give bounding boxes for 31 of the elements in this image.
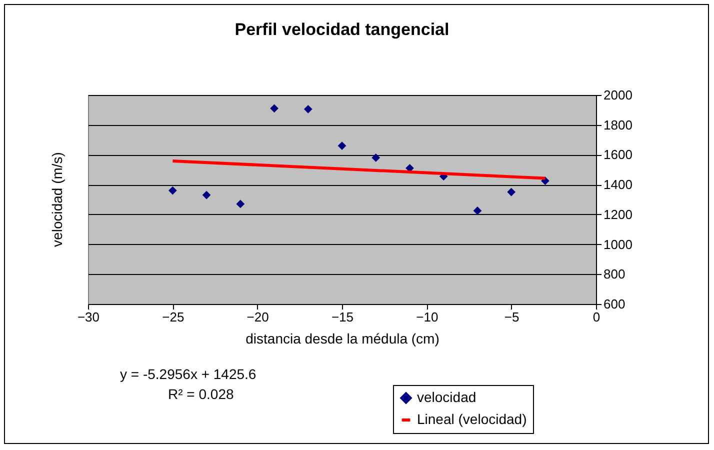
y-tick-label: 2000 [604,88,632,102]
point [202,190,211,200]
point [507,188,516,196]
y-tick-label: 1400 [604,177,632,192]
point [304,105,312,114]
y-tick-label: 1200 [604,206,632,222]
y-tick-label: 600 [604,296,626,312]
y-axis-title: velocidad (m/s) [49,152,65,247]
y-tick-label: 1800 [604,117,632,132]
legend-label: velocidad [417,389,476,405]
point [236,200,245,208]
x-tick-label: −20 [246,310,269,324]
x-tick-label: −25 [162,310,184,324]
point [168,186,177,195]
x-axis-title: distancia desde la médula (cm) [246,330,440,346]
x-tick-label: 0 [592,310,600,324]
x-tick-label: −15 [331,310,354,324]
y-tick-label: 1600 [604,147,632,162]
point [372,154,380,162]
text: R² = 0.028 [168,386,234,402]
text: y = -5.2956x + 1425.6 [120,366,256,382]
chart-title: Perfil velocidad tangencial [234,20,450,39]
x-tick-label: −10 [416,310,438,324]
x-tick-label: −30 [77,310,100,324]
y-tick-label: 1000 [604,236,632,252]
legend-label: Lineal (velocidad) [417,411,527,427]
point [338,142,346,150]
x-tick-label: −5 [504,310,520,324]
point [270,104,278,113]
y-tick-label: 800 [604,266,626,282]
point [473,206,482,215]
